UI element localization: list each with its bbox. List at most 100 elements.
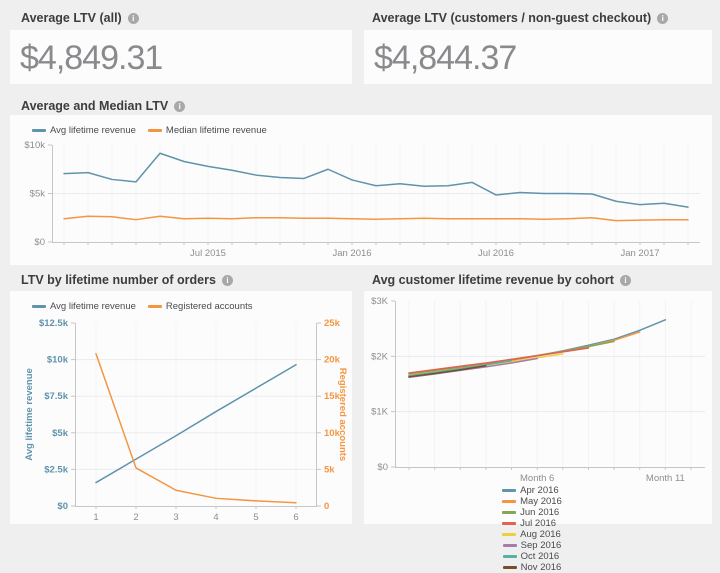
- kpi-value: $4,849.31: [20, 39, 163, 77]
- info-icon[interactable]: i: [657, 12, 669, 24]
- kpi-title-text: Average LTV (all): [21, 11, 122, 25]
- legend-label: Nov 2016: [520, 562, 562, 573]
- panel-title-ltv-by-orders: LTV by lifetime number of orders i: [21, 273, 233, 287]
- legend-item-avg-lifetime-revenue[interactable]: Avg lifetime revenue: [32, 301, 136, 312]
- legend-item-registered-accounts[interactable]: Registered accounts: [147, 301, 253, 312]
- legend-label: Median lifetime revenue: [165, 125, 267, 136]
- legend-row: Avg lifetime revenue Median lifetime reve…: [32, 125, 279, 136]
- legend-label: Avg lifetime revenue: [50, 301, 136, 312]
- legend-label: Oct 2016: [520, 551, 560, 562]
- y-tick-label: $2.5k: [44, 464, 68, 475]
- legend-swatch: [502, 533, 517, 536]
- legend-cohort: Apr 2016 May 2016 Jun 2016 Jul 2016 Aug 2016…: [364, 485, 712, 573]
- kpi-card-avg-ltv-customers: $4,844.37: [364, 30, 712, 84]
- legend-row: Avg lifetime revenue Registered accounts: [32, 301, 265, 312]
- legend-label: Apr 2016: [520, 485, 559, 496]
- legend-item-aug-2016[interactable]: Aug 2016: [502, 529, 562, 540]
- chart-panel-avg-median-ltv: Avg lifetime revenue Median lifetime reve…: [10, 115, 712, 265]
- series-line-oct-2016: [408, 360, 513, 377]
- kpi-title-avg-ltv-all: Average LTV (all) i: [21, 11, 139, 25]
- kpi-title-text: Average LTV (customers / non-guest check…: [372, 11, 652, 25]
- chart-avg-median-svg: $0 $5k $10k Jul 2015 Jan 2016 Jul 2016 Jan 201…: [24, 140, 700, 259]
- legend-row: Sep 2016 Oct 2016 Nov 2016: [502, 540, 574, 573]
- chart-ltv-by-orders: $0 $2.5k $5k $7.5k $10k $12.5k 0 5k 10k 15k 20k 25k…: [10, 291, 352, 529]
- legend-item-may-2016[interactable]: May 2016: [502, 496, 562, 507]
- panel-title-text: LTV by lifetime number of orders: [21, 273, 216, 287]
- legend-item-sep-2016[interactable]: Sep 2016: [502, 540, 562, 551]
- legend-item-jun-2016[interactable]: Jun 2016: [502, 507, 562, 518]
- x-tick-label: 4: [213, 512, 218, 523]
- legend-avg-median: Avg lifetime revenue Median lifetime reve…: [32, 125, 279, 136]
- y-tick-label: $0: [57, 501, 68, 512]
- legend-label: Aug 2016: [520, 529, 561, 540]
- legend-item-avg-lifetime-revenue[interactable]: Avg lifetime revenue: [32, 125, 136, 136]
- x-tick-label: 2: [133, 512, 138, 523]
- legend-row: Apr 2016 May 2016 Jun 2016 Jul 2016 Aug 2016: [502, 485, 574, 540]
- series-line-nov-2016: [408, 364, 487, 378]
- legend-swatch: [502, 500, 517, 503]
- y-tick-label: $0: [34, 237, 45, 248]
- legend-swatch: [502, 566, 517, 569]
- x-tick-label: 6: [293, 512, 298, 523]
- legend-item-nov-2016[interactable]: Nov 2016: [502, 562, 562, 573]
- y-tick-label: $3K: [371, 296, 389, 307]
- series-line-avg-lifetime-revenue: [63, 152, 689, 208]
- x-tick-label: Month 11: [646, 473, 685, 484]
- y-tick-label: 0: [324, 501, 329, 512]
- legend-label: Jun 2016: [520, 507, 560, 518]
- series-line-avg-lifetime-revenue: [95, 363, 297, 484]
- kpi-card-avg-ltv-all: $4,849.31: [10, 30, 352, 84]
- legend-swatch: [32, 305, 46, 308]
- legend-swatch: [502, 489, 517, 492]
- legend-item-jul-2016[interactable]: Jul 2016: [502, 518, 562, 529]
- y-tick-label: $2K: [371, 351, 389, 362]
- y-tick-label: $7.5k: [44, 391, 68, 402]
- x-tick-label: Jul 2015: [190, 248, 226, 259]
- legend-swatch: [502, 511, 517, 514]
- legend-item-apr-2016[interactable]: Apr 2016: [502, 485, 562, 496]
- kpi-title-avg-ltv-customers: Average LTV (customers / non-guest check…: [372, 11, 669, 25]
- series-line-median-lifetime-revenue: [63, 215, 689, 222]
- panel-title-cohort: Avg customer lifetime revenue by cohort …: [372, 273, 631, 287]
- legend-ltv-orders: Avg lifetime revenue Registered accounts: [32, 301, 265, 312]
- legend-swatch: [502, 544, 517, 547]
- y-tick-label: 20k: [324, 355, 341, 366]
- info-icon[interactable]: i: [619, 274, 631, 286]
- chart-panel-ltv-by-orders: Avg lifetime revenue Registered accounts …: [10, 291, 352, 524]
- y-tick-label: $1K: [371, 407, 389, 418]
- legend-item-median-lifetime-revenue[interactable]: Median lifetime revenue: [147, 125, 267, 136]
- legend-swatch: [502, 522, 517, 525]
- chart-panel-cohort: $0 $1K $2K $3K Month 6 Month 11 Apr 2016 May 2…: [364, 291, 712, 573]
- y-tick-label: 15k: [324, 391, 341, 402]
- chart-cohort-revenue: $0 $1K $2K $3K Month 6 Month 11: [364, 291, 712, 529]
- axis-title: Avg lifetime revenue: [24, 368, 35, 461]
- legend-label: Sep 2016: [520, 540, 562, 551]
- y-tick-label: $12.5k: [39, 318, 69, 329]
- axis-title: Registered accounts: [337, 368, 348, 461]
- x-tick-label: Jan 2016: [332, 248, 371, 259]
- chart-avg-median-ltv: $0 $5k $10k Jul 2015 Jan 2016 Jul 2016 Jan 201…: [10, 115, 712, 270]
- info-icon[interactable]: i: [221, 274, 233, 286]
- chart-ltv-orders-svg: $0 $2.5k $5k $7.5k $10k $12.5k 0 5k 10k 15k 20k 25k…: [24, 318, 348, 523]
- legend-label: Registered accounts: [165, 301, 253, 312]
- chart-cohort-svg: $0 $1K $2K $3K Month 6 Month 11: [371, 296, 705, 484]
- legend-swatch: [502, 555, 517, 558]
- legend-label: May 2016: [520, 496, 562, 507]
- legend-item-oct-2016[interactable]: Oct 2016: [502, 551, 562, 562]
- y-tick-label: 25k: [324, 318, 341, 329]
- legend-swatch: [147, 305, 162, 308]
- legend-swatch: [147, 129, 162, 132]
- y-tick-label: $10k: [24, 140, 45, 151]
- x-tick-label: 1: [93, 512, 98, 523]
- x-tick-label: 3: [173, 512, 178, 523]
- info-icon[interactable]: i: [127, 12, 139, 24]
- x-tick-label: Month 6: [520, 473, 554, 484]
- y-tick-label: $5k: [52, 428, 69, 439]
- info-icon[interactable]: i: [174, 100, 186, 112]
- panel-title-text: Avg customer lifetime revenue by cohort: [372, 273, 614, 287]
- y-tick-label: $0: [377, 462, 388, 473]
- y-tick-label: 10k: [324, 428, 341, 439]
- legend-label: Jul 2016: [520, 518, 557, 529]
- series-line-registered-accounts: [95, 352, 297, 504]
- y-tick-label: 5k: [324, 464, 335, 475]
